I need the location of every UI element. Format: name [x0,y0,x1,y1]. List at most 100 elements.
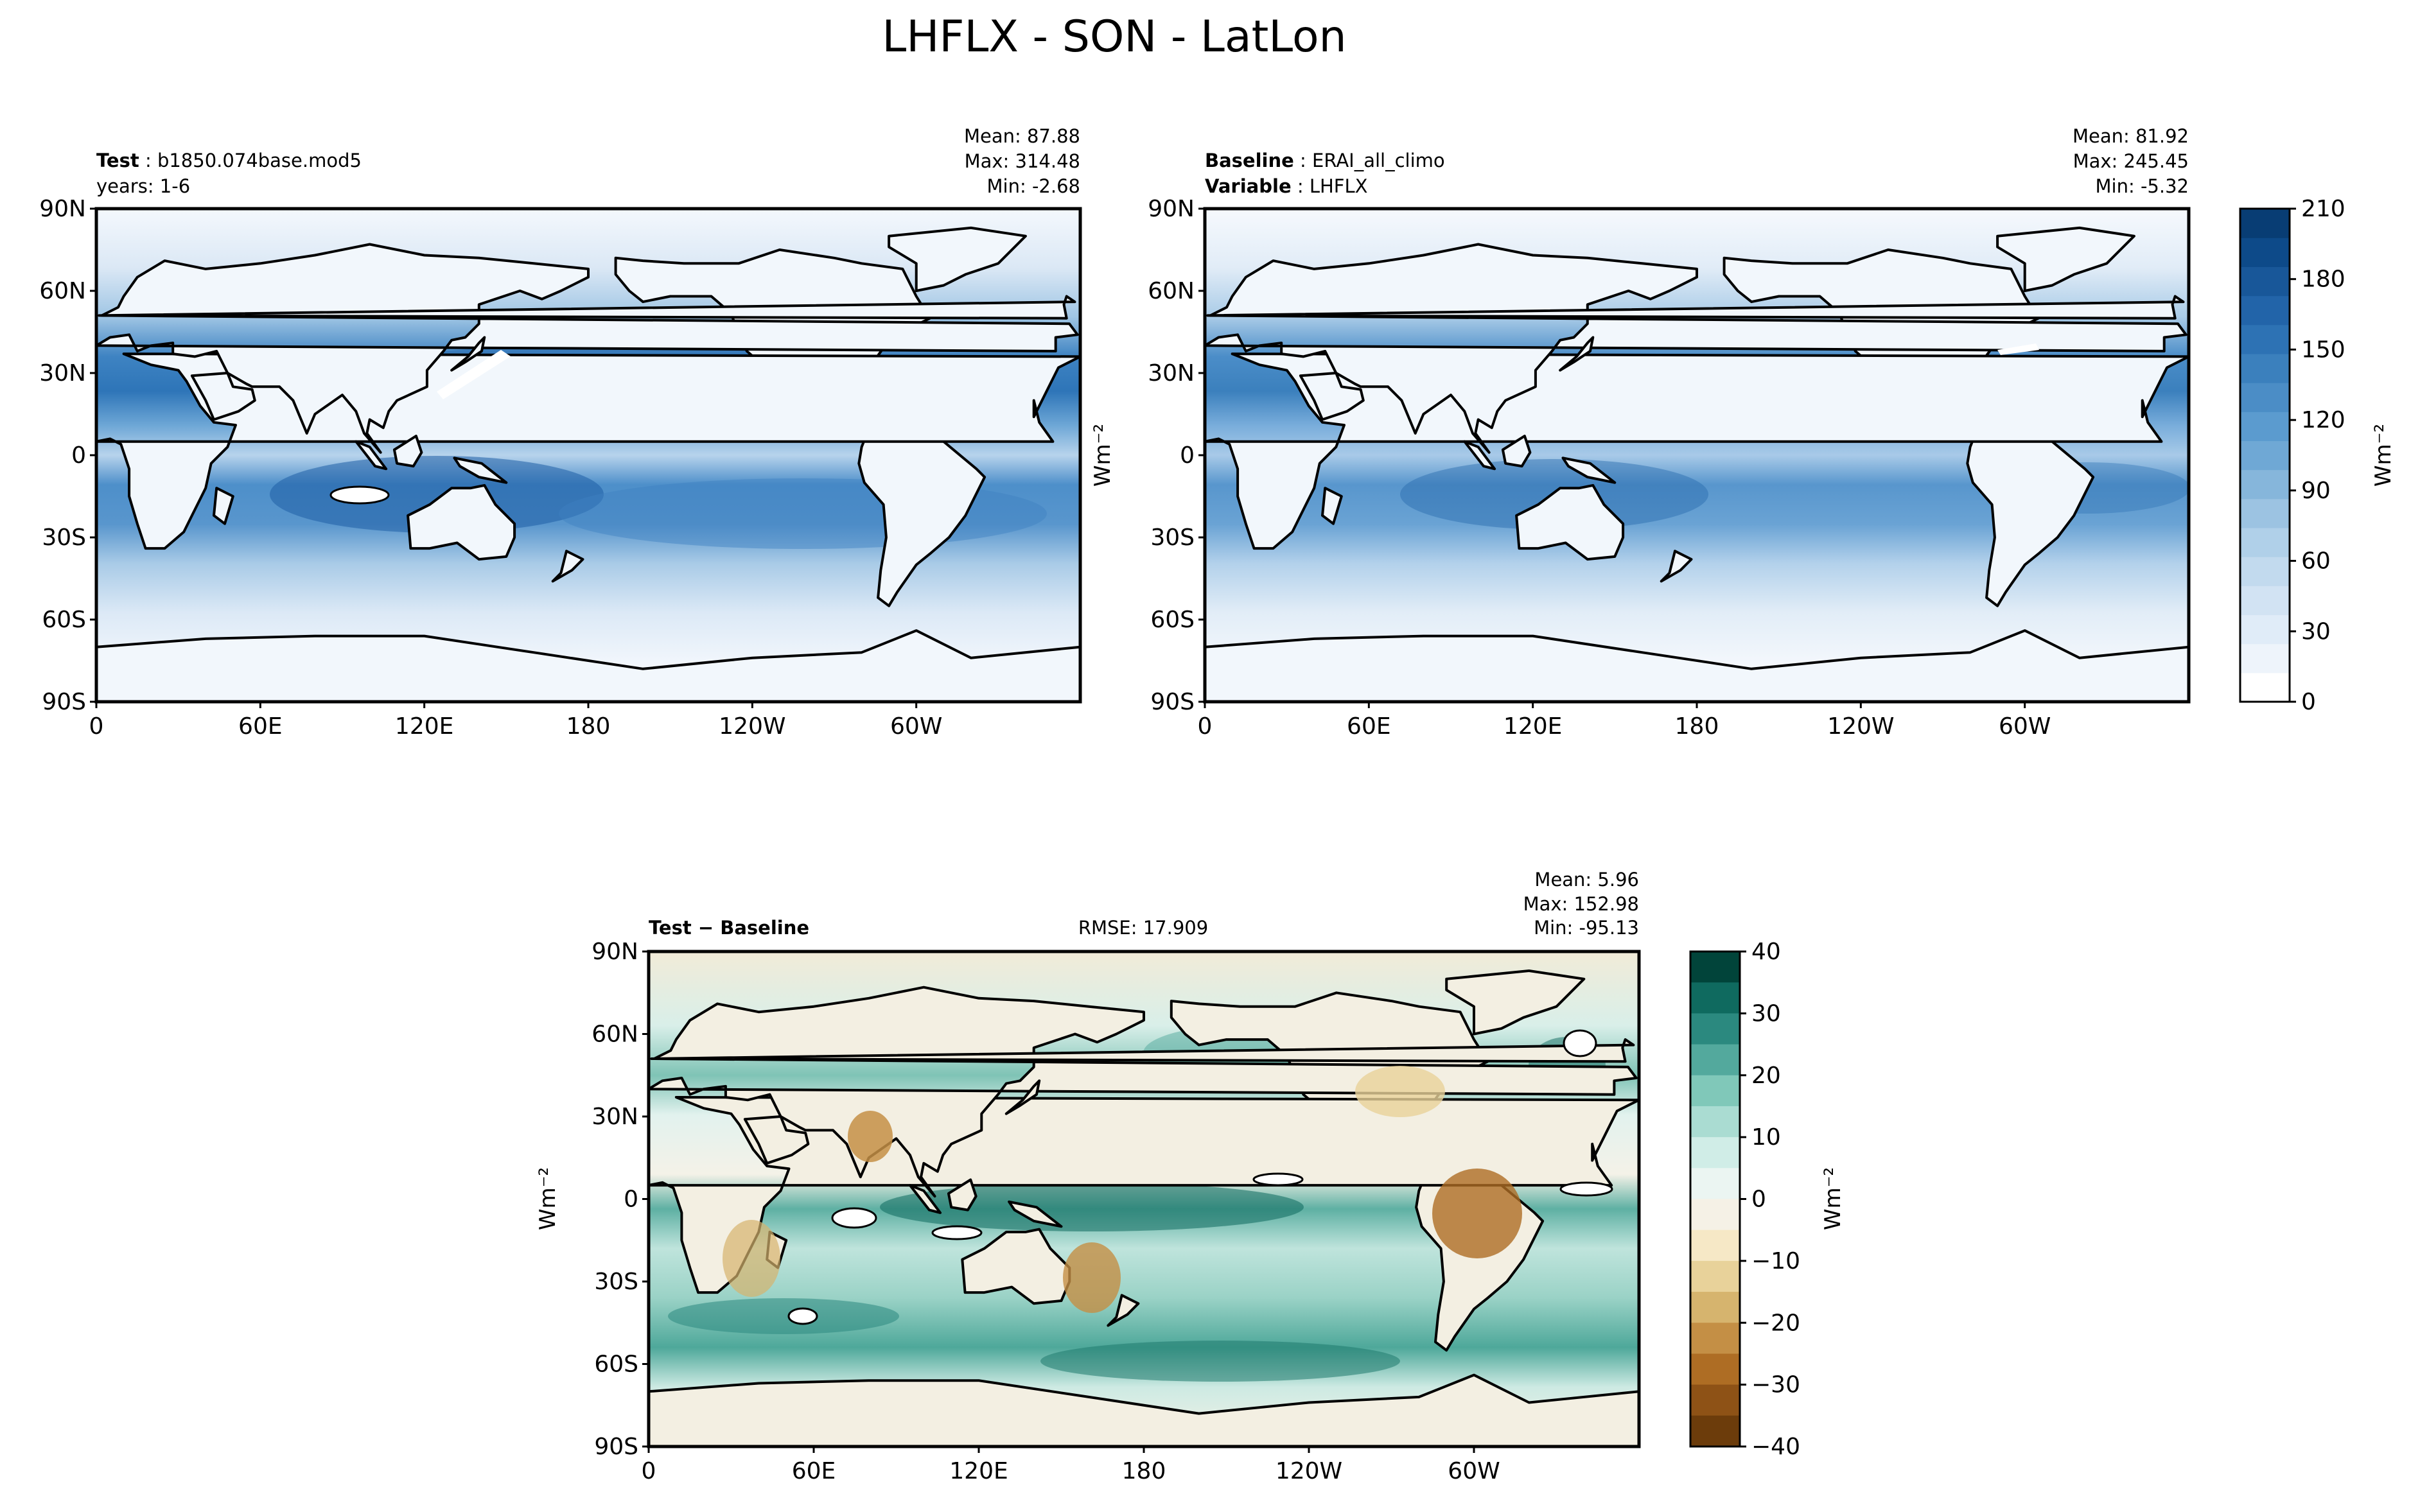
colorbar-diff: 40 30 20 10 0 −10 −20 −30 −40 Wm⁻² [1689,939,1846,1460]
colorbar-level [2240,643,2290,673]
lon-tick-label: 0 [642,1458,656,1484]
lat-tick-label: 30S [594,1269,638,1295]
lon-tick-label: 60W [1448,1458,1500,1484]
lon-tick-label: 0 [1198,713,1213,740]
baseline-name: ERAI_all_climo [1312,150,1445,171]
colorbar-tick-label: 90 [2301,478,2331,504]
lat-tick-label: 90N [1148,196,1195,222]
lon-tick-label: 0 [89,713,104,740]
colorbar-tick-label: 0 [2301,689,2316,715]
colorbar-tick-label: 180 [2301,266,2345,293]
lat-tick-label: 90S [594,1434,638,1460]
landmass-south-america [857,421,986,607]
lon-tick-label: 60W [890,713,942,740]
landmass-uk [1206,295,2185,320]
landmass-africa [96,352,1080,550]
lat-tick-label: 0 [71,442,86,469]
colorbar-level [1690,1168,1740,1200]
landmass-australia [1515,483,1625,561]
colorbar-level [1690,1323,1740,1355]
landmass-eurasia [649,986,1638,1198]
colorbar-tick-label: 150 [2301,336,2345,363]
lat-tick-label: 60S [594,1351,638,1378]
lon-tick-label: 60E [1347,713,1391,740]
landmass-arabia [743,1115,810,1165]
test-stat-min: Min: -2.68 [987,175,1080,197]
landmass-new-guinea [453,456,508,484]
test-lat-axis: 90N 60N 30N 0 30S 60S 90S [39,196,96,715]
colorbar-level [2240,238,2290,267]
colorbar-level [2240,209,2290,238]
colorbar-level [1690,952,1740,983]
colorbar-level [1690,1137,1740,1169]
colorbar-level [1690,1044,1740,1076]
colorbar-level [1690,1353,1740,1386]
landmass-uk [650,1038,1635,1063]
lat-tick-label: 60S [1150,607,1195,633]
landmass-arabia [1299,372,1365,421]
lon-tick-label: 120E [395,713,453,740]
lat-tick-label: 90S [42,689,86,715]
test-case-name: b1850.074base.mod5 [157,150,362,171]
colorbar-level [1690,1106,1740,1138]
colorbar-level [1690,982,1740,1014]
colorbar-level [2240,557,2290,586]
colorbar-tick-label: 10 [1751,1124,1781,1151]
colorbar-level [2240,295,2290,326]
colorbar-level [2240,383,2290,412]
colorbar-level [2240,412,2290,442]
lon-tick-label: 120W [719,713,785,740]
colorbar-tick-label: 30 [1751,1000,1781,1027]
colorbar-level [2240,469,2290,500]
lat-tick-label: 30N [592,1104,638,1130]
diff-lat-axis: 90N 60N 30N 0 30S 60S 90S [592,939,649,1460]
colorbar-tick-label: 0 [1751,1186,1766,1213]
lon-tick-label: 180 [566,713,611,740]
lon-tick-label: 60W [1999,713,2051,740]
lat-tick-label: 30S [1150,525,1195,551]
colorbar-level [1690,1075,1740,1107]
colorbar-tick-label: −20 [1751,1310,1800,1336]
colorbar-abs-frame [2239,207,2291,703]
colorbar-tick-label: −30 [1751,1372,1800,1398]
landmass-madagascar [213,487,234,525]
colorbar-tick-label: 20 [1751,1063,1781,1089]
test-label: Test [96,150,139,171]
landmass-new-zealand [1107,1294,1140,1327]
lat-tick-label: 90N [39,196,86,222]
lon-tick-label: 120W [1827,713,1894,740]
landmass-antarctica [1205,629,2189,702]
lat-tick-label: 60N [39,278,86,304]
diff-label: Test − Baseline [649,917,809,939]
lat-tick-label: 60S [42,607,86,633]
colorbar-level [1690,1013,1740,1045]
colorbar-level [1690,1384,1740,1416]
colorbar-level [1690,1260,1740,1292]
colorbar-level [2240,440,2290,471]
colorbar-abs: 0 30 60 90 120 150 180 210 Wm⁻² [2239,196,2396,715]
landmass-madagascar [1321,487,1343,525]
lon-tick-label: 120E [949,1458,1008,1484]
baseline-map-field [1205,209,2189,702]
colorbar-tick-label: −10 [1751,1248,1800,1274]
baseline-stat-min: Min: -5.32 [2096,175,2189,197]
landmass-sumatra [908,1184,942,1214]
landmass-borneo [947,1178,978,1212]
colorbar-level [2240,353,2290,383]
colorbar-level [1690,1292,1740,1323]
lon-tick-label: 120W [1276,1458,1342,1484]
diff-lon-axis: 0 60E 120E 180 120W 60W [642,1447,1500,1484]
colorbar-level [2240,498,2290,528]
colorbar-level [1690,1415,1740,1447]
landmass-borneo [392,435,423,468]
landmass-new-zealand [551,550,584,583]
svg-text:Variable : LHFLX: Variable : LHFLX [1205,175,1368,197]
colorbar-level [2240,672,2290,702]
landmass-new-guinea [1561,456,1617,484]
lat-tick-label: 0 [1180,442,1195,469]
variable-name: LHFLX [1310,175,1368,197]
lat-tick-label: 0 [624,1186,638,1213]
panel-baseline: Baseline : ERAI_all_climo Variable : LHF… [1090,125,2191,740]
diff-rmse: RMSE: 17.909 [1078,917,1208,939]
